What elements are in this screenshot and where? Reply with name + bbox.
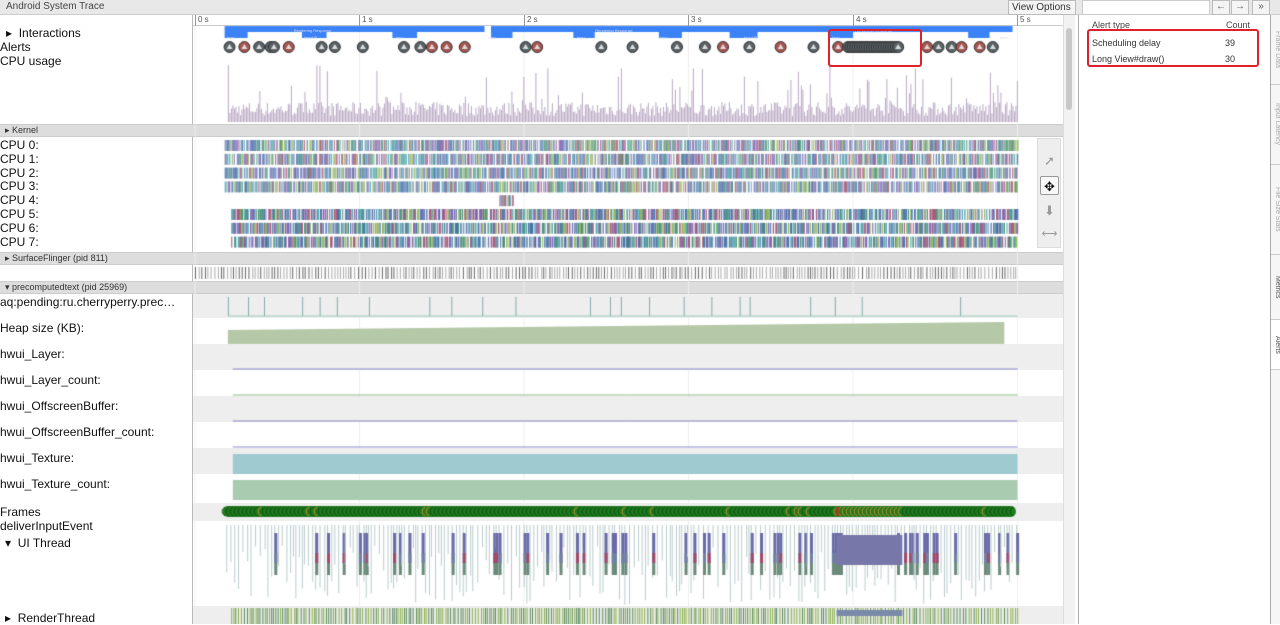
scrollbar-thumb[interactable] — [1066, 28, 1072, 110]
alert-row[interactable]: Scheduling delay 39 — [1092, 38, 1262, 48]
track-labels — [0, 15, 193, 624]
cpu-usage-label: CPU usage — [0, 54, 62, 68]
interaction-label[interactable]: Inpu… — [227, 35, 239, 40]
ui-thread-text: UI Thread — [17, 536, 71, 550]
ui-thread-label[interactable]: ▾ UI Thread — [5, 536, 71, 550]
tab-alerts[interactable]: Alerts — [1271, 320, 1280, 370]
alert-type: Long View#draw() — [1092, 54, 1165, 64]
interaction-label[interactable]: Inpu… — [488, 35, 500, 40]
counter-label: hwui_Layer: — [0, 347, 65, 361]
process-header-text: precomputedtext (pid 25969) — [12, 282, 128, 292]
interactions-text: Interactions — [18, 26, 81, 40]
alerts-label: Alerts — [0, 40, 31, 54]
counter-label: Heap size (KB): — [0, 321, 85, 335]
alerts-highlight-box — [828, 29, 922, 67]
cpu-label: CPU 0: — [0, 138, 39, 152]
counter-label: hwui_OffscreenBuffer: — [0, 399, 119, 413]
frames-label: Frames — [0, 505, 41, 519]
interaction-label[interactable]: Inpu… — [396, 35, 408, 40]
count-header: Count — [1226, 20, 1251, 30]
alert-row[interactable]: Long View#draw() 30 — [1092, 54, 1262, 64]
interaction-label[interactable]: Rendering Response — [293, 28, 332, 33]
mouse-mode-toolbar: ➚ ✥ ⬇ ⟷ — [1037, 138, 1061, 248]
pan-tool-icon[interactable]: ✥ — [1040, 176, 1059, 195]
cpu-label: CPU 2: — [0, 165, 39, 180]
tab-file-size-stats[interactable]: File Size Stats — [1271, 165, 1280, 255]
counter-label: hwui_OffscreenBuffer_count: — [0, 425, 155, 439]
alert-type: Scheduling delay — [1092, 38, 1161, 48]
cpu-label: CPU 3: — [0, 179, 39, 194]
tab-metrics[interactable]: Metrics — [1271, 255, 1280, 320]
interaction-label[interactable]: Input R… — [744, 35, 761, 40]
render-thread-text: RenderThread — [17, 611, 96, 625]
render-thread-label[interactable]: ▸ RenderThread — [5, 611, 96, 625]
alert-type-header: Alert type — [1092, 20, 1131, 30]
select-tool-icon[interactable]: ➚ — [1044, 153, 1055, 168]
alert-count: 30 — [1225, 54, 1236, 64]
cpu-label: CPU 6: — [0, 220, 39, 235]
zoom-tool-icon[interactable]: ⬇ — [1044, 203, 1055, 218]
cpu-label: CPU 1: — [0, 151, 39, 166]
alert-count: 39 — [1225, 38, 1236, 48]
kernel-header-text: Kernel — [12, 125, 39, 135]
vertical-scrollbar[interactable] — [1063, 15, 1075, 624]
counter-label: hwui_Texture_count: — [0, 477, 111, 491]
title-bar: Android System Trace — [0, 0, 1280, 15]
counter-label: aq:pending:ru.cherryperry.prec… — [0, 295, 176, 309]
interaction-label[interactable]: Inpu… — [577, 35, 589, 40]
forward-button[interactable]: → — [1231, 0, 1249, 15]
alerts-table-highlight-box — [1087, 29, 1259, 67]
window-title: Android System Trace — [6, 1, 105, 12]
view-options-button[interactable]: View Options ▾ — [1008, 0, 1076, 24]
timing-tool-icon[interactable]: ⟷ — [1041, 228, 1058, 240]
interaction-label[interactable]: Inpu… — [660, 35, 672, 40]
more-button[interactable]: » — [1252, 0, 1270, 15]
interaction-label[interactable]: Input R… — [304, 35, 321, 40]
alerts-panel: Alert type Count Scheduling delay 39 Long… — [1078, 15, 1270, 624]
tab-frame-data[interactable]: Frame Data — [1271, 15, 1280, 85]
interaction-label[interactable]: Inpu… — [1000, 35, 1012, 40]
cpu-label: CPU 7: — [0, 234, 39, 249]
tab-input-latency[interactable]: Input Latency — [1271, 85, 1280, 165]
interaction-label[interactable]: Rendering Response — [595, 28, 633, 33]
interaction-label[interactable]: Inpu… — [832, 35, 844, 40]
cpu-label: CPU 5: — [0, 207, 39, 221]
surfaceflinger-header-text: SurfaceFlinger (pid 811) — [12, 253, 108, 263]
counter-label: hwui_Texture: — [0, 451, 75, 465]
back-button[interactable]: ← — [1212, 0, 1230, 15]
deliver-input-label: deliverInputEvent — [0, 519, 93, 533]
interactions-label[interactable]: ▸ Interactions — [6, 26, 81, 40]
side-tabs: Frame Data Input Latency File Size Stats… — [1270, 15, 1280, 624]
cpu-label: CPU 4: — [0, 193, 39, 208]
trace-timeline[interactable] — [193, 15, 1063, 624]
search-input[interactable] — [1082, 0, 1210, 15]
counter-label: hwui_Layer_count: — [0, 373, 101, 387]
